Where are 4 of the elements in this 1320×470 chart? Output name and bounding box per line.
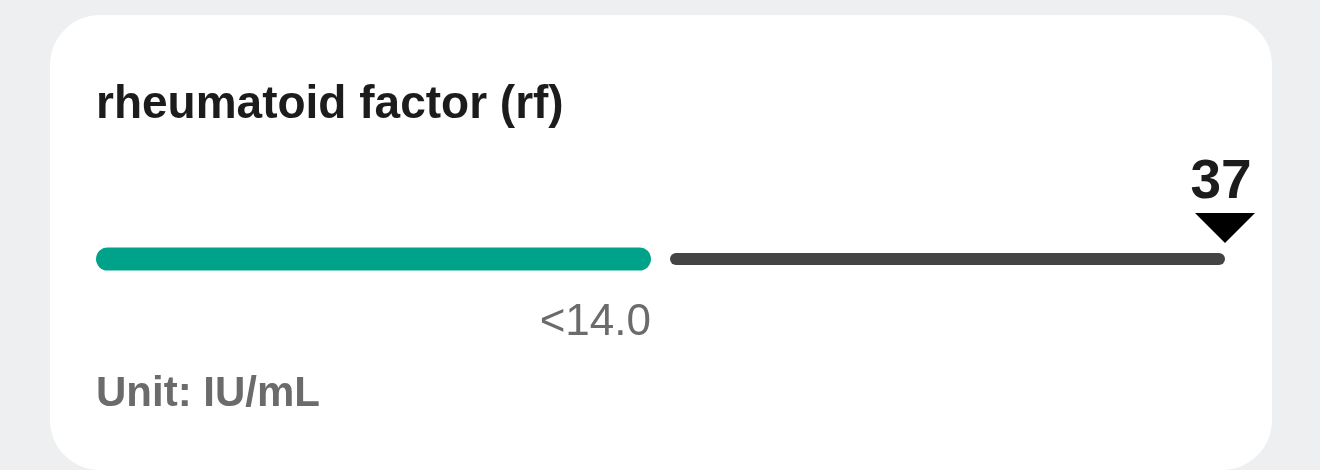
- text: <14.0: [539, 295, 651, 344]
- text: Unit: IU/mL: [96, 368, 320, 415]
- data-label: 37: [1190, 148, 1252, 210]
- text: rheumatoid factor (rf): [96, 76, 564, 128]
